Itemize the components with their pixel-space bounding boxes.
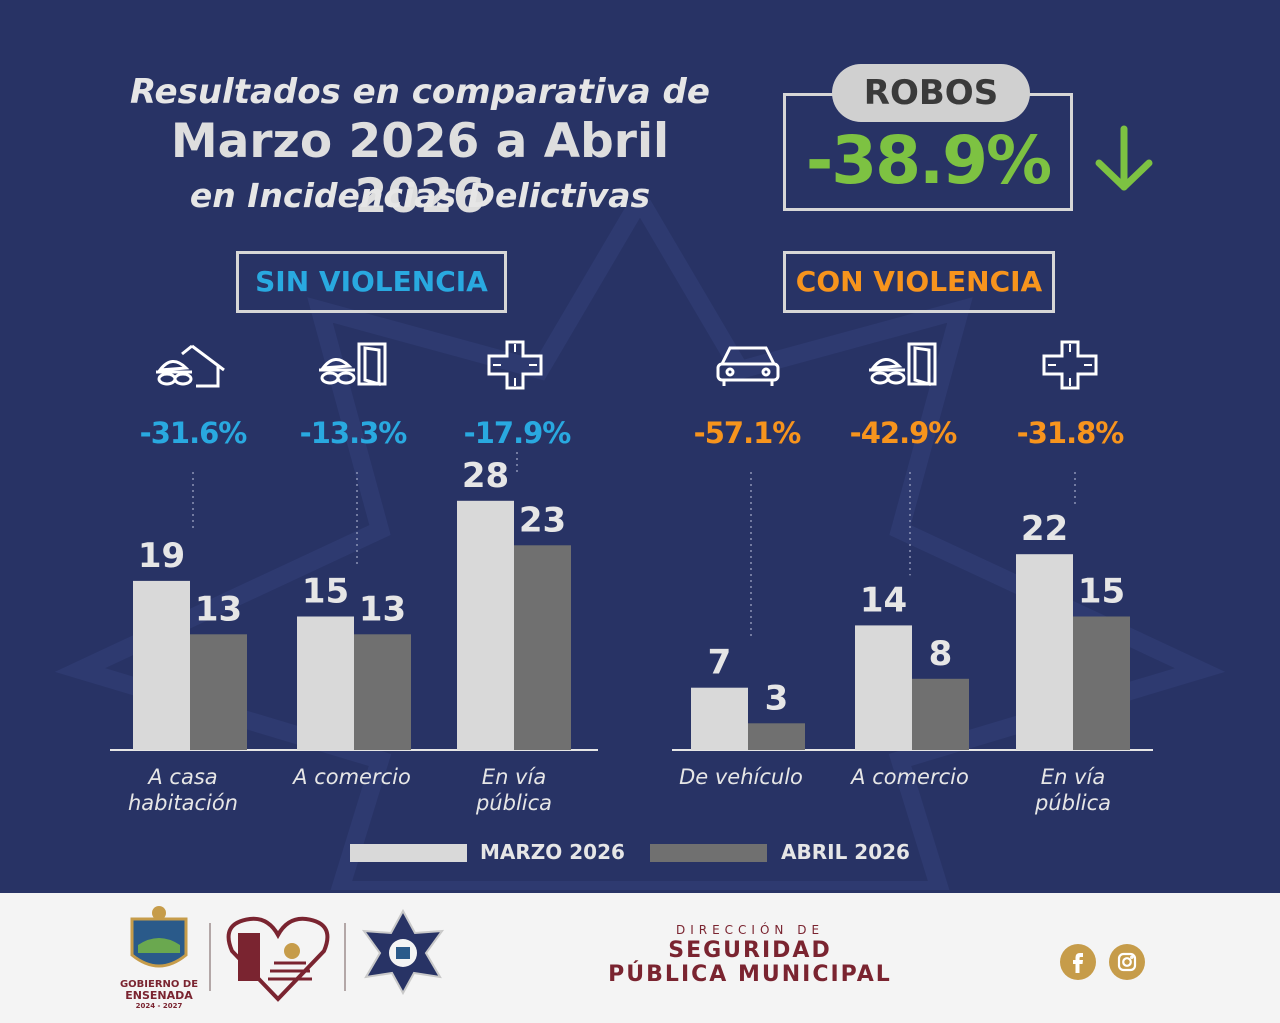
section-con-violencia: CON VIOLENCIA [783, 251, 1055, 313]
data-label: 15 [302, 572, 349, 612]
pct-change: -57.1% [693, 416, 802, 450]
crossroads-icon [487, 340, 543, 390]
ensenada-seal-logo [130, 906, 188, 968]
direction-name: SEGURIDAD PÚBLICA MUNICIPAL [608, 938, 892, 987]
title-line-3: en Incidencias Delictivas [189, 176, 651, 215]
data-label: 3 [765, 678, 789, 718]
title-line-2: Marzo 2026 a Abril 2026 [170, 114, 670, 224]
data-label: 8 [929, 634, 953, 674]
bar-marzo [1016, 554, 1073, 750]
bar-marzo [457, 500, 514, 750]
section-sin-violencia: SIN VIOLENCIA [236, 251, 507, 313]
bar-abril [354, 634, 411, 750]
burglar-house-icon [156, 344, 225, 388]
data-label: 22 [1021, 509, 1068, 549]
data-label: 7 [708, 643, 732, 683]
footer-divider [209, 923, 211, 991]
data-label: 28 [462, 456, 509, 496]
data-label: 19 [138, 536, 185, 576]
category-label: En vía pública [475, 765, 553, 815]
category-label: A casa habitación [128, 765, 238, 815]
instagram-icon[interactable] [1109, 944, 1145, 980]
bar-marzo [133, 580, 190, 750]
bar-marzo [691, 687, 748, 750]
data-label: 13 [359, 589, 406, 629]
bar-abril [514, 545, 571, 750]
bar-abril [912, 678, 969, 750]
burglar-store-icon [319, 342, 387, 386]
facebook-icon[interactable] [1060, 944, 1096, 980]
data-label: 15 [1078, 572, 1125, 612]
data-label: 14 [860, 580, 907, 620]
pct-change: -13.3% [299, 416, 408, 450]
robos-label: ROBOS [832, 64, 1030, 122]
legend-swatch-marzo [350, 844, 467, 862]
category-label: A comercio [851, 765, 969, 789]
footer-divider [344, 923, 346, 991]
robos-value: -38.9% [805, 122, 1052, 199]
legend-swatch-abril [650, 844, 767, 862]
category-label: De vehículo [679, 765, 803, 789]
policia-municipal-badge-logo [361, 909, 445, 995]
direction-label: DIRECCIÓN DE [675, 923, 825, 937]
bar-abril [748, 723, 805, 750]
police-star-watermark [54, 200, 1226, 890]
legend-label-abril: ABRIL 2026 [781, 840, 910, 864]
bar-abril [190, 634, 247, 750]
legend-label-marzo: MARZO 2026 [480, 840, 625, 864]
crossroads-icon [1042, 340, 1098, 390]
pct-change: -17.9% [463, 416, 572, 450]
data-label: 23 [519, 500, 566, 540]
bar-abril [1073, 616, 1130, 750]
title-line-1: Resultados en comparativa de [130, 72, 710, 112]
data-label: 13 [195, 589, 242, 629]
infographic-panel: Resultados en comparativa de Marzo 2026 … [54, 64, 1226, 890]
category-label: A comercio [293, 765, 411, 789]
burglar-store-icon [869, 342, 937, 386]
pct-change: -42.9% [849, 416, 958, 450]
footer-bar: GOBIERNO DE ENSENADA 2024 - 2027 DIRECCI… [0, 893, 1280, 1023]
amor-en-grande-logo [226, 916, 330, 1002]
pct-change: -31.6% [139, 416, 248, 450]
arrow-down-icon [1095, 125, 1153, 191]
pct-change: -31.8% [1016, 416, 1125, 450]
car-icon [716, 346, 780, 386]
bar-marzo [297, 616, 354, 750]
category-label: En vía pública [1034, 765, 1112, 815]
bar-marzo [855, 625, 912, 750]
gobierno-label: GOBIERNO DE ENSENADA 2024 - 2027 [119, 979, 199, 1010]
